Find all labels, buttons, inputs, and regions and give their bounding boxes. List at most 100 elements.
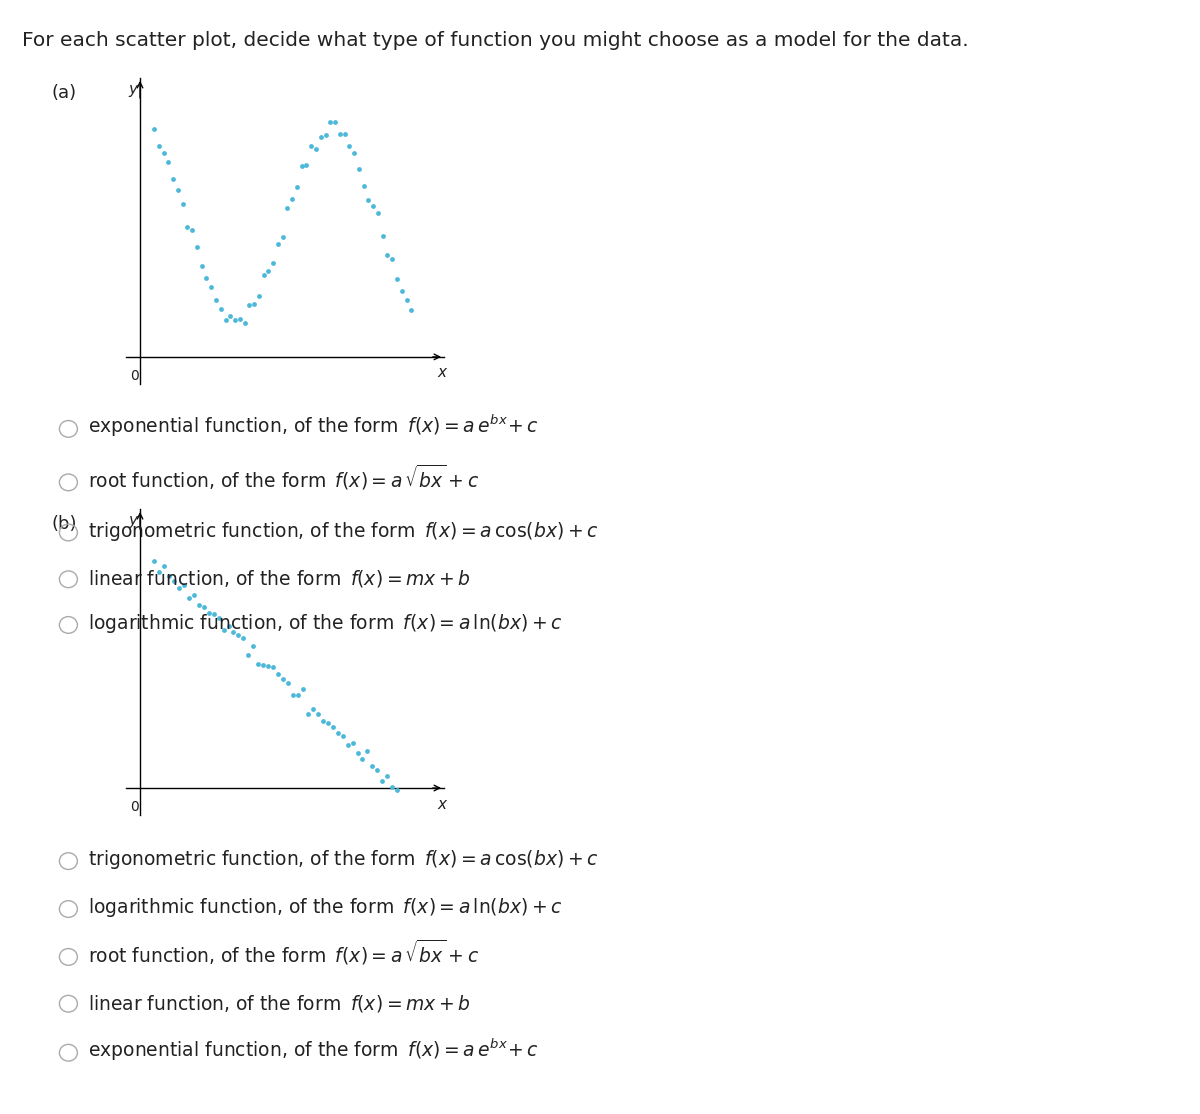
Point [304, 701, 323, 719]
Point [199, 604, 218, 622]
Text: x: x [437, 797, 446, 812]
Point [163, 170, 182, 188]
Point [224, 623, 244, 641]
Text: root function, of the form  $f(x) = a\,\sqrt{bx} + c$: root function, of the form $f(x) = a\,\s… [88, 938, 479, 967]
Point [178, 217, 197, 235]
Point [253, 656, 272, 674]
Point [278, 674, 298, 692]
Point [274, 671, 293, 688]
Point [158, 153, 178, 170]
Text: 0: 0 [130, 369, 138, 383]
Point [340, 137, 359, 155]
Point [269, 665, 288, 683]
Point [202, 278, 221, 296]
Point [328, 724, 347, 742]
Point [320, 114, 340, 131]
Text: (a): (a) [52, 84, 77, 102]
Point [226, 311, 245, 329]
Text: 0: 0 [130, 800, 138, 814]
Point [378, 768, 397, 785]
Point [214, 620, 233, 638]
Point [378, 245, 397, 263]
Point [211, 300, 230, 317]
Point [311, 128, 330, 146]
Text: trigonometric function, of the form  $f(x) = a\,\cos(bx) + c$: trigonometric function, of the form $f(x… [88, 519, 598, 543]
Point [244, 636, 263, 654]
Text: linear function, of the form  $f(x) = mx + b$: linear function, of the form $f(x) = mx … [88, 993, 470, 1014]
Point [296, 156, 316, 174]
Point [287, 177, 306, 195]
Point [144, 553, 163, 570]
Point [313, 713, 332, 731]
Point [402, 301, 421, 319]
Point [264, 254, 283, 272]
Point [274, 228, 293, 246]
Point [155, 557, 174, 575]
Point [184, 586, 203, 604]
Point [150, 563, 169, 580]
Point [240, 296, 259, 314]
Point [349, 160, 368, 178]
Point [293, 680, 312, 697]
Point [283, 685, 302, 703]
Point [192, 257, 211, 275]
Point [209, 609, 228, 627]
Point [282, 190, 301, 208]
Point [218, 617, 238, 635]
Point [383, 778, 402, 795]
Text: y: y [128, 514, 137, 528]
Point [154, 144, 173, 162]
Text: exponential function, of the form  $f(x) = a\,e^{bx}\!+c$: exponential function, of the form $f(x) … [88, 1036, 538, 1063]
Point [197, 268, 216, 286]
Point [144, 120, 163, 138]
Point [234, 628, 253, 646]
Point [245, 294, 264, 312]
Point [364, 197, 383, 215]
Point [239, 646, 258, 664]
Text: root function, of the form  $f(x) = a\,\sqrt{bx} + c$: root function, of the form $f(x) = a\,\s… [88, 463, 479, 492]
Text: linear function, of the form  $f(x) = mx + b$: linear function, of the form $f(x) = mx … [88, 568, 470, 589]
Point [308, 704, 328, 722]
Point [221, 307, 240, 325]
Point [299, 705, 318, 723]
Point [164, 573, 184, 590]
Point [301, 137, 320, 155]
Point [353, 750, 372, 768]
Point [318, 714, 337, 732]
Point [254, 266, 274, 284]
Text: y: y [128, 82, 137, 97]
Point [343, 734, 362, 752]
Point [206, 292, 226, 310]
Point [348, 744, 367, 762]
Point [388, 781, 407, 799]
Point [160, 567, 179, 585]
Text: logarithmic function, of the form  $f(x) = a\,\ln(bx) + c$: logarithmic function, of the form $f(x) … [88, 896, 563, 919]
Point [173, 195, 192, 213]
Point [334, 727, 353, 745]
Point [368, 204, 388, 222]
Point [316, 126, 335, 144]
Point [204, 605, 223, 623]
Text: exponential function, of the form  $f(x) = a\,e^{bx}\!+c$: exponential function, of the form $f(x) … [88, 412, 538, 439]
Text: trigonometric function, of the form  $f(x) = a\,\cos(bx) + c$: trigonometric function, of the form $f(x… [88, 848, 598, 871]
Point [259, 262, 278, 280]
Point [264, 658, 283, 676]
Point [230, 310, 250, 328]
Point [292, 157, 311, 175]
Point [335, 125, 354, 143]
Point [306, 139, 325, 157]
Point [168, 180, 187, 198]
Point [248, 655, 268, 673]
Point [259, 657, 278, 675]
Point [383, 250, 402, 267]
Point [194, 598, 214, 616]
Point [216, 311, 235, 329]
Point [330, 125, 349, 143]
Point [179, 589, 198, 607]
Point [169, 579, 188, 597]
Point [397, 291, 416, 309]
Point [367, 762, 386, 780]
Point [250, 287, 269, 305]
Point [344, 144, 364, 162]
Point [392, 282, 412, 300]
